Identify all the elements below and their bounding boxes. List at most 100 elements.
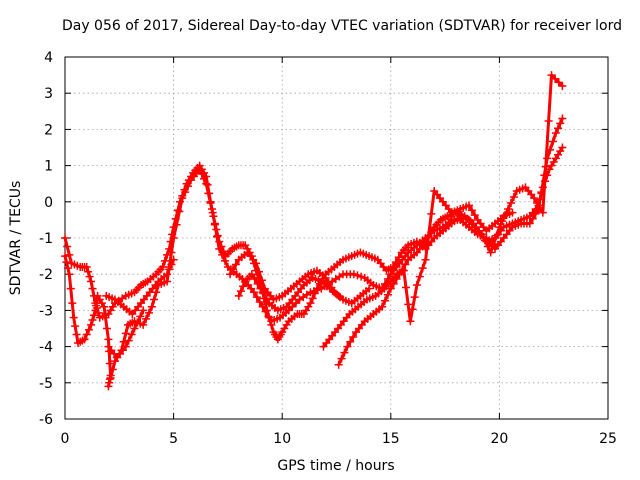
data-point	[365, 284, 374, 293]
data-point-marker	[383, 290, 392, 299]
data-point-marker	[231, 260, 240, 269]
data-point	[139, 306, 148, 315]
data-point	[82, 262, 91, 271]
data-point-marker	[85, 272, 94, 281]
data-point-marker	[551, 74, 560, 83]
data-point-marker	[181, 188, 190, 197]
data-point-marker	[89, 311, 98, 320]
data-point	[349, 270, 358, 279]
data-point	[252, 259, 261, 268]
data-point-marker	[554, 124, 563, 133]
data-point	[247, 270, 256, 279]
data-point	[547, 71, 556, 80]
data-point-marker	[467, 206, 476, 215]
data-point-marker	[257, 276, 266, 285]
data-point	[504, 205, 513, 214]
data-point-marker	[535, 203, 544, 212]
data-point-marker	[324, 278, 333, 287]
data-layer	[61, 71, 567, 391]
data-point-marker	[506, 199, 515, 208]
data-point	[195, 165, 204, 174]
data-point-marker	[424, 232, 433, 241]
series-trace-h	[104, 306, 148, 362]
data-point	[334, 291, 343, 300]
data-point-marker	[88, 284, 97, 293]
data-point	[306, 288, 315, 297]
data-point	[306, 299, 315, 308]
data-point	[508, 208, 517, 217]
data-point-marker	[108, 365, 117, 374]
data-point-marker	[119, 337, 128, 346]
data-point-marker	[150, 295, 159, 304]
data-point-marker	[210, 220, 219, 229]
data-point-marker	[410, 293, 419, 302]
data-point	[147, 302, 156, 311]
data-point-marker	[509, 192, 518, 201]
data-point-marker	[184, 182, 193, 191]
y-tick-label: -2	[39, 267, 53, 283]
data-point-marker	[68, 299, 77, 308]
chart-title: Day 056 of 2017, Sidereal Day-to-day VTE…	[62, 18, 622, 34]
data-point	[378, 302, 387, 311]
data-point-marker	[71, 322, 80, 331]
data-point-marker	[239, 282, 248, 291]
grid-layer	[65, 57, 608, 419]
data-point-marker	[167, 260, 176, 269]
data-point	[69, 313, 78, 322]
data-point-marker	[548, 137, 557, 146]
data-point-marker	[250, 275, 259, 284]
x-tick-label: 25	[599, 431, 617, 447]
y-tick-label: 4	[44, 50, 53, 66]
data-point-marker	[310, 287, 319, 296]
data-point-marker	[337, 354, 346, 363]
y-tick-label: -1	[39, 231, 53, 247]
data-point-marker	[313, 285, 322, 294]
data-point	[61, 234, 69, 242]
data-point-marker	[262, 294, 271, 303]
data-point	[139, 320, 148, 329]
data-point-marker	[204, 189, 213, 198]
data-point-marker	[63, 264, 72, 273]
data-point-marker	[261, 307, 270, 316]
x-tick-label: 15	[382, 431, 400, 447]
data-point-marker	[404, 300, 413, 309]
data-point	[61, 252, 69, 261]
y-tick-label: -3	[39, 303, 53, 319]
series-trace-f	[234, 270, 343, 315]
x-tick-label: 0	[61, 431, 70, 447]
data-point	[538, 208, 547, 217]
data-point	[87, 320, 96, 329]
data-point-marker	[554, 78, 563, 87]
data-point	[100, 302, 109, 311]
data-point-marker	[531, 209, 540, 218]
data-point-marker	[264, 312, 273, 321]
data-point-marker	[408, 305, 417, 314]
x-tick-label: 10	[273, 431, 291, 447]
data-point-marker	[172, 220, 181, 229]
data-point	[558, 81, 567, 90]
data-point-marker	[255, 297, 264, 306]
y-tick-label: 2	[44, 122, 53, 138]
data-point-marker	[255, 267, 264, 276]
data-point	[495, 223, 504, 232]
data-point-marker	[533, 199, 542, 208]
data-point-marker	[136, 312, 145, 321]
data-point-marker	[105, 359, 114, 368]
data-point	[464, 201, 473, 210]
data-point-marker	[127, 330, 136, 339]
data-point-marker	[236, 287, 245, 296]
data-point-marker	[63, 242, 72, 251]
data-point	[551, 129, 560, 138]
data-point-marker	[253, 279, 262, 288]
data-point-marker	[541, 162, 550, 171]
data-point-marker	[124, 336, 133, 345]
data-point-marker	[415, 272, 424, 281]
data-point-marker	[121, 329, 130, 338]
data-point	[558, 114, 567, 123]
data-point	[525, 219, 534, 228]
data-point	[163, 277, 172, 286]
data-point	[412, 281, 421, 290]
data-point-marker	[470, 211, 479, 220]
